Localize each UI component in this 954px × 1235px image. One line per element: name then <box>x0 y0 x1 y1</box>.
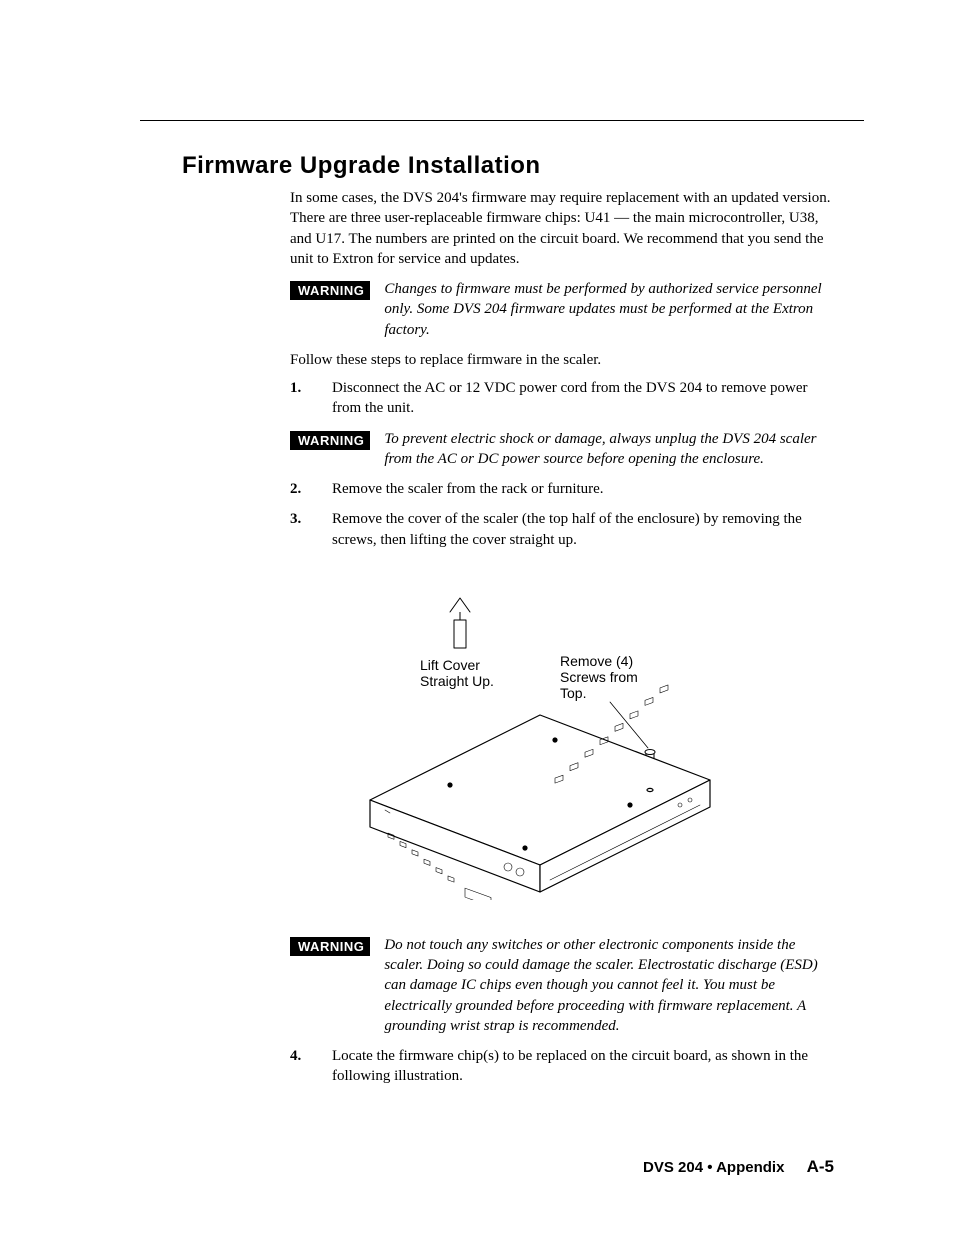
step-3: 3. Remove the cover of the scaler (the t… <box>290 509 834 550</box>
fig-label-right-2: Screws from <box>560 669 638 685</box>
warning-3: WARNING Do not touch any switches or oth… <box>290 935 834 1036</box>
cover-removal-diagram: Lift Cover Straight Up. Remove (4) Screw… <box>330 580 834 905</box>
step-text: Remove the scaler from the rack or furni… <box>332 479 834 499</box>
step-text: Disconnect the AC or 12 VDC power cord f… <box>332 378 834 419</box>
page: Firmware Upgrade Installation In some ca… <box>0 0 954 1235</box>
warning-1: WARNING Changes to firmware must be perf… <box>290 279 834 340</box>
page-footer: DVS 204 • Appendix A-5 <box>0 1157 834 1177</box>
section-title: Firmware Upgrade Installation <box>182 152 834 180</box>
fig-label-right-1: Remove (4) <box>560 653 633 669</box>
step-number: 4. <box>290 1046 332 1087</box>
steps-list-cont2: 4. Locate the firmware chip(s) to be rep… <box>290 1046 834 1087</box>
diagram-svg: Lift Cover Straight Up. Remove (4) Screw… <box>330 580 750 900</box>
warning-1-text: Changes to firmware must be performed by… <box>384 279 834 340</box>
steps-list: 1. Disconnect the AC or 12 VDC power cor… <box>290 378 834 419</box>
top-rule <box>140 120 864 121</box>
step-4: 4. Locate the firmware chip(s) to be rep… <box>290 1046 834 1087</box>
footer-product: DVS 204 • Appendix <box>643 1159 784 1176</box>
body-column: In some cases, the DVS 204's firmware ma… <box>290 188 834 1087</box>
warning-2-text: To prevent electric shock or damage, alw… <box>384 429 834 470</box>
step-text: Remove the cover of the scaler (the top … <box>332 509 834 550</box>
steps-list-cont: 2. Remove the scaler from the rack or fu… <box>290 479 834 550</box>
intro-paragraph: In some cases, the DVS 204's firmware ma… <box>290 188 834 269</box>
fig-label-right-3: Top. <box>560 685 586 701</box>
warning-3-text: Do not touch any switches or other elect… <box>384 935 834 1036</box>
step-number: 1. <box>290 378 332 419</box>
warning-badge-icon: WARNING <box>290 281 370 300</box>
warning-2: WARNING To prevent electric shock or dam… <box>290 429 834 470</box>
step-2: 2. Remove the scaler from the rack or fu… <box>290 479 834 499</box>
footer-page-number: A-5 <box>807 1157 834 1176</box>
warning-badge-icon: WARNING <box>290 937 370 956</box>
warning-badge-icon: WARNING <box>290 431 370 450</box>
step-number: 3. <box>290 509 332 550</box>
step-number: 2. <box>290 479 332 499</box>
fig-label-left-2: Straight Up. <box>420 673 494 689</box>
step-1: 1. Disconnect the AC or 12 VDC power cor… <box>290 378 834 419</box>
step-text: Locate the firmware chip(s) to be replac… <box>332 1046 834 1087</box>
fig-label-left-1: Lift Cover <box>420 657 480 673</box>
follow-text: Follow these steps to replace firmware i… <box>290 350 834 370</box>
